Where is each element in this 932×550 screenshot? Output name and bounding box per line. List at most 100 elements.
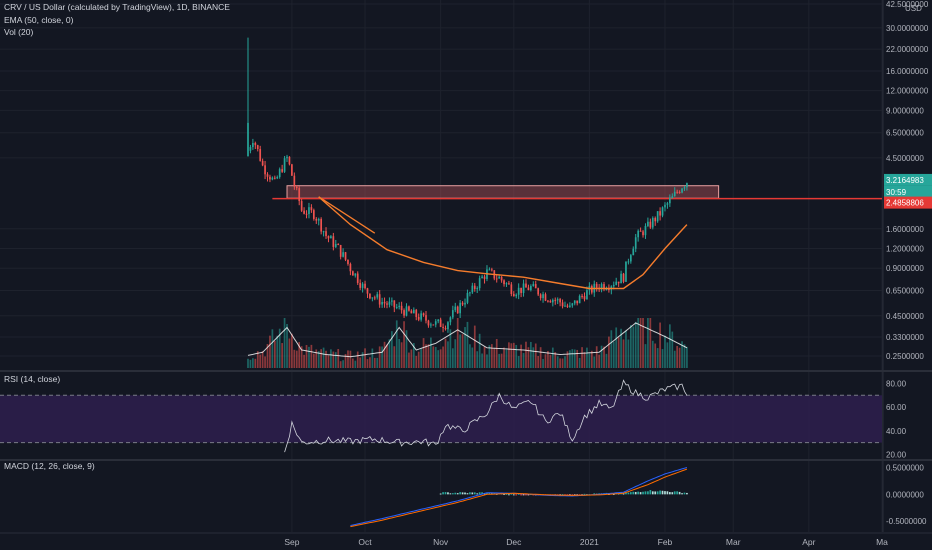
volume-bar [254,358,257,368]
candle-body [556,299,559,301]
volume-legend[interactable]: Vol (20) [4,27,34,37]
volume-bar [603,346,605,368]
volume-bar [600,345,603,368]
candle-body [608,288,610,290]
volume-bar [464,327,466,368]
time-tick-label: 2021 [580,537,599,547]
volume-bar [590,350,593,368]
symbol-title[interactable]: CRV / US Dollar (calculated by TradingVi… [4,2,230,12]
macd-hist-bar [654,491,657,495]
volume-bar [364,348,366,368]
candle-body [573,300,576,304]
volume-bar [308,346,310,368]
candle-body [252,142,254,148]
candle-body [376,294,379,298]
macd-hist-bar [651,491,654,495]
volume-bar [305,345,308,368]
time-axis[interactable]: Sep Oct Nov Dec 2021 Feb Mar Apr Ma [284,537,888,547]
volume-bar [608,336,610,368]
candle-body [259,148,262,161]
volume-bar [420,348,422,368]
rsi-tick-label: 80.00 [886,379,907,388]
macd-hist-bar [442,492,444,495]
price-tick-label: 0.2500000 [886,352,924,361]
trend-line[interactable] [318,196,376,234]
volume-bar [561,358,564,368]
price-axis[interactable]: 42.5000000 30.0000000 22.0000000 16.0000000… [886,0,929,361]
candle-body [308,207,310,215]
volume-bar [310,344,313,368]
volume-bar [373,357,376,368]
resistance-zone[interactable] [286,185,720,199]
candle-body [249,147,252,151]
candle-body [459,302,461,314]
volume-bar [486,354,488,368]
volume-bars [247,318,688,368]
candle-body [281,169,283,172]
candle-body [466,292,469,303]
macd-hist-bar [681,493,683,495]
candle-body [295,186,298,189]
volume-bar [627,339,630,368]
macd-hist-bar [512,494,515,496]
volume-bar [620,328,622,368]
ema-legend[interactable]: EMA (50, close, 0) [4,15,74,25]
candle-body [673,191,676,197]
candle-body [551,299,554,303]
candle-body [464,302,466,305]
volume-bar [488,345,491,368]
rsi-legend[interactable]: RSI (14, close) [4,374,61,384]
volume-bar [269,335,271,368]
candle-body [581,295,583,297]
ema-line [318,196,688,290]
volume-bar [637,318,640,368]
candle-body [344,252,347,260]
volume-bar [471,347,474,368]
volume-bar [669,324,671,368]
volume-bar [517,356,520,368]
volume-bar [681,341,683,368]
candle-body [566,305,569,307]
volume-bar [586,347,588,368]
volume-bar [271,329,274,368]
rsi-axis[interactable]: 80.00 60.00 40.00 20.00 [886,379,907,459]
rsi-tick-label: 20.00 [886,450,907,459]
macd-hist-bar [629,492,632,495]
volume-bar [686,346,688,368]
volume-bar [354,360,357,368]
volume-bar [456,318,459,368]
macd-hist-bar [583,493,586,495]
candle-body [254,142,257,146]
volume-bar [444,338,447,368]
candle-body [490,269,493,271]
candle-body [625,261,627,282]
macd-hist-bar [659,490,661,495]
candle-body [261,160,264,166]
candle-body [571,303,574,306]
candle-body [427,320,430,326]
macd-axis[interactable]: 0.5000000 0.0000000 -0.5000000 [886,463,927,526]
volume-bar [459,334,461,368]
volume-bar [249,359,252,368]
volume-bar [325,350,327,368]
volume-bar [551,347,554,368]
candle-body [554,299,557,301]
macd-hist-bar [486,492,488,495]
candle-body [269,176,271,180]
volume-bar [569,350,571,368]
resistance-price-tag-text: 2.4858806 [886,199,924,208]
candle-body [561,302,564,307]
volume-bar [520,344,522,368]
volume-bar [312,353,315,368]
macd-hist-bar [464,492,466,495]
volume-bar [683,344,686,368]
volume-bar [610,330,613,368]
candle-body [391,300,393,302]
candle-body [417,316,420,320]
volume-bar [556,356,559,368]
macd-legend[interactable]: MACD (12, 26, close, 9) [4,461,95,471]
candle-body [388,301,391,305]
volume-bar [344,354,347,368]
rsi-line [284,379,688,453]
